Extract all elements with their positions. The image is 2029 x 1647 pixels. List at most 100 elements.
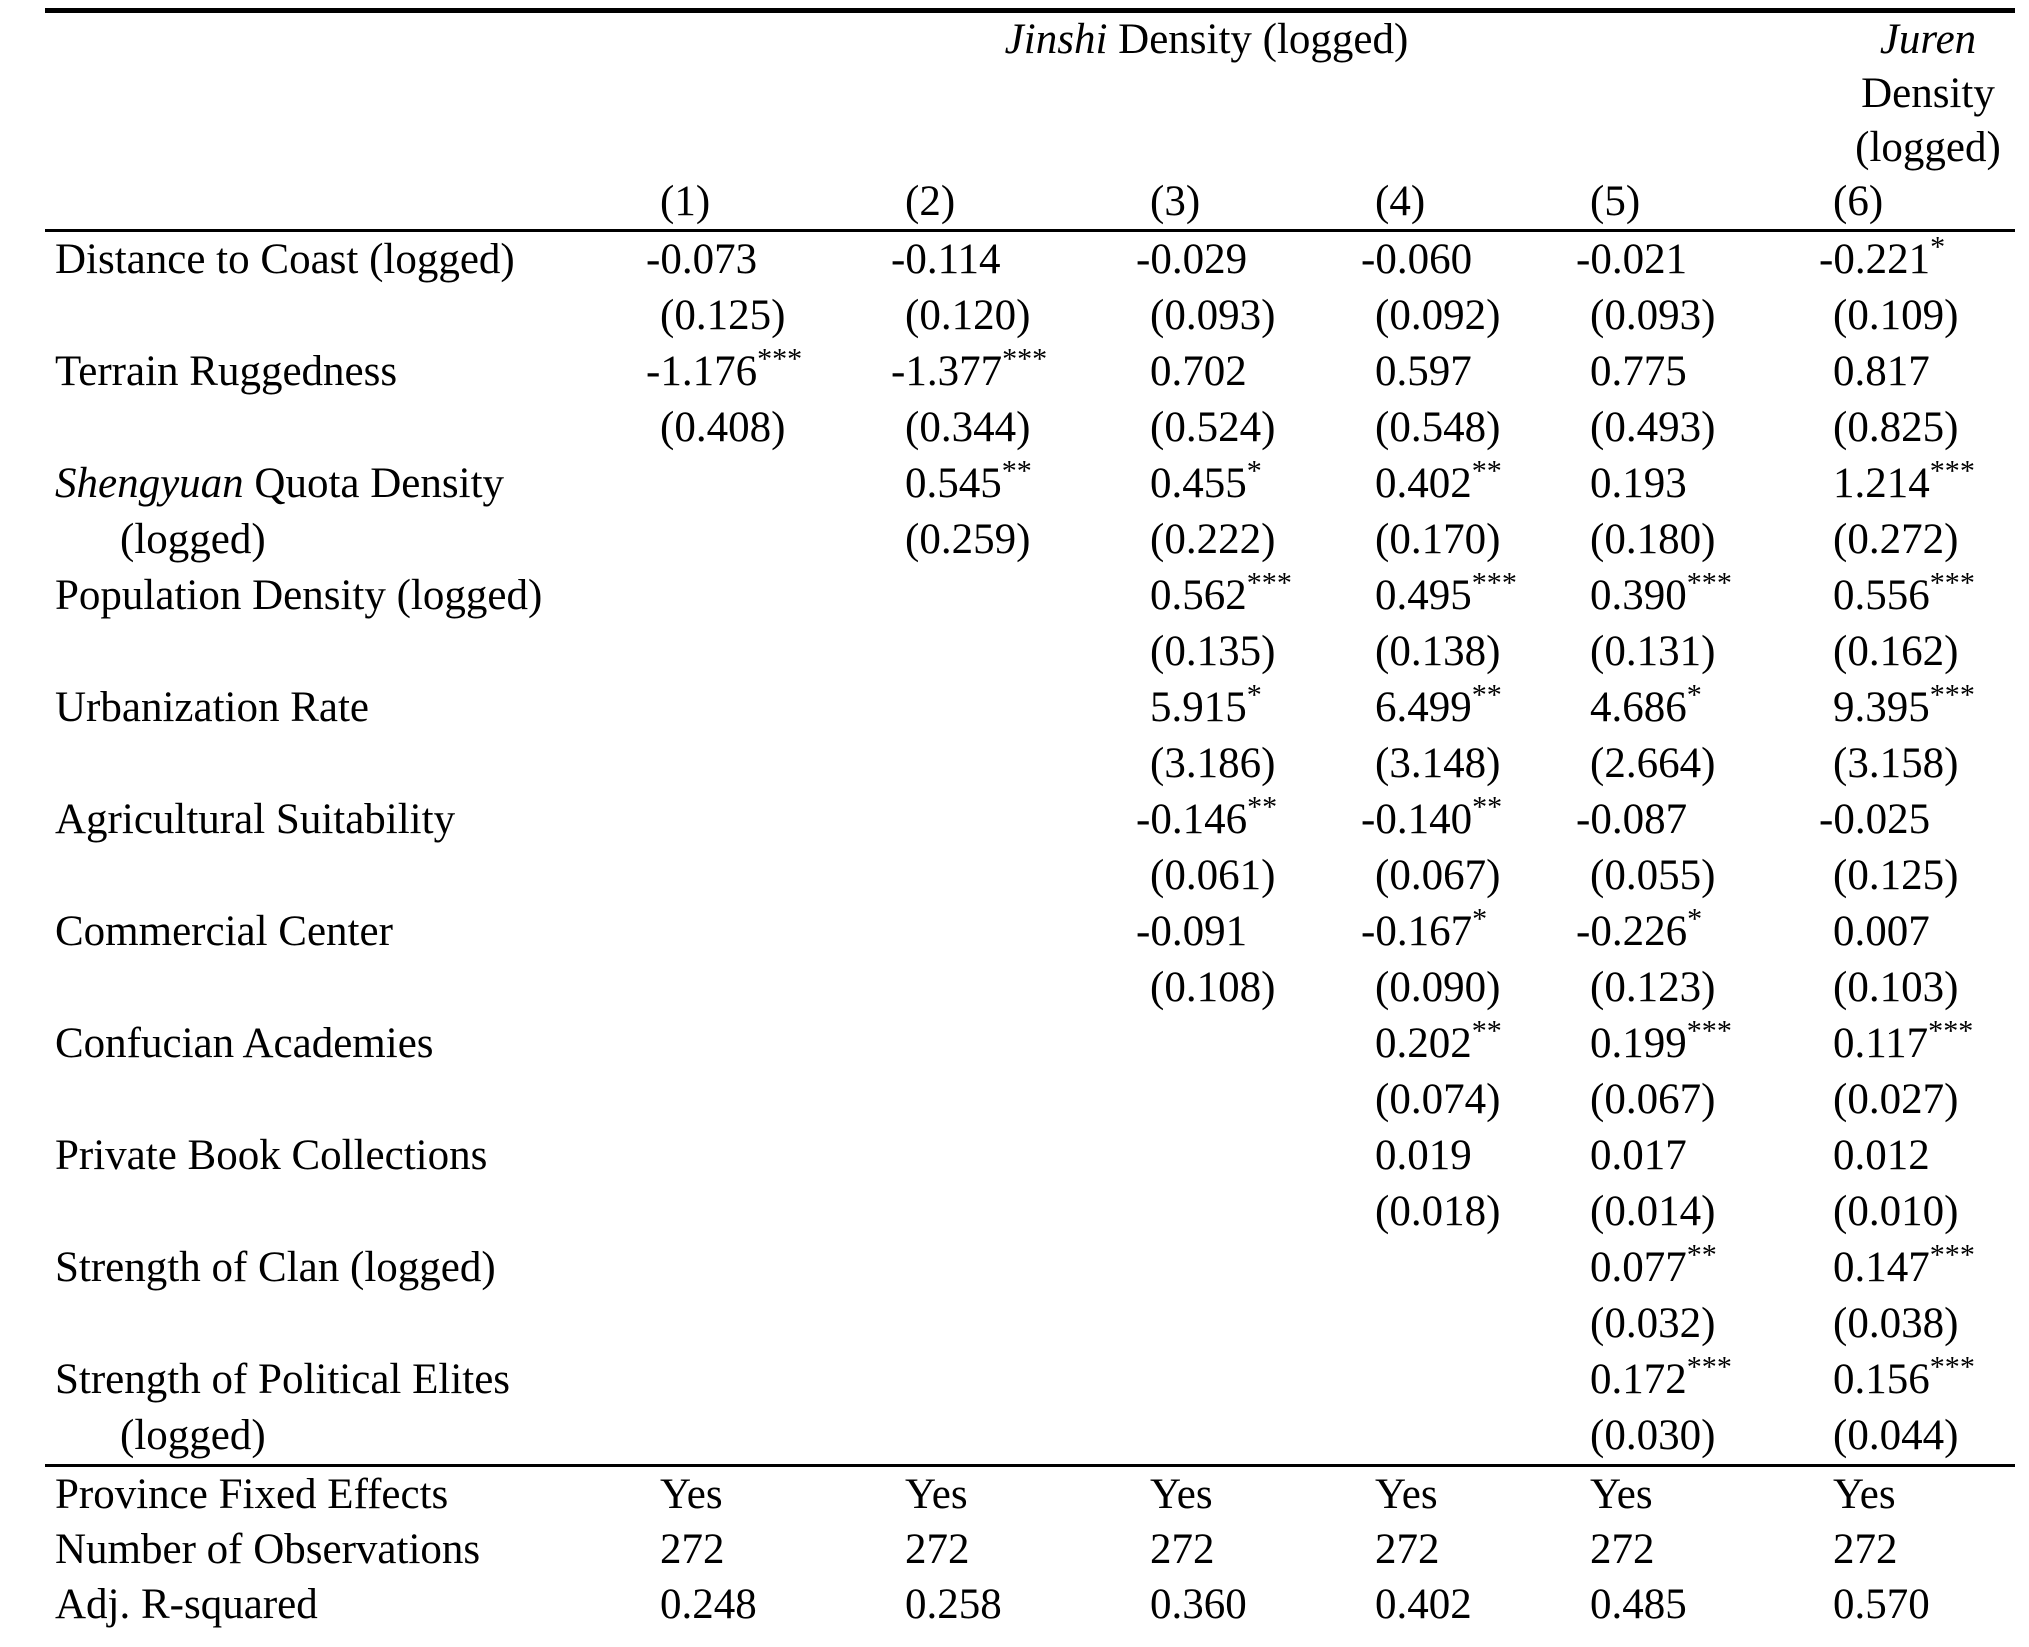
stat-cell: 272 <box>1833 1526 1898 1573</box>
row-label-second-line <box>55 400 660 456</box>
coef-cell <box>660 568 905 624</box>
significance-stars: *** <box>1929 1349 1975 1384</box>
coef-cell: 0.117*** <box>1833 1013 1974 1067</box>
coef-cell: 0.597 <box>1375 348 1472 395</box>
significance-stars: * <box>1246 453 1262 488</box>
significance-stars: * <box>1246 677 1262 712</box>
table-row: Urbanization Rate 5.915* 6.499** 4.686* 9.39… <box>0 677 2029 736</box>
coef-cell: 1.214*** <box>1833 453 1975 507</box>
table-footer: Province Fixed Effects Yes Yes Yes Yes Yes Yes… <box>0 1467 2029 1632</box>
column-number: (2) <box>905 178 956 225</box>
se-cell <box>660 960 905 1016</box>
se-cell: (0.125) <box>1833 852 1959 899</box>
significance-stars: ** <box>1247 789 1278 824</box>
stat-cell: 272 <box>905 1526 970 1573</box>
significance-stars: *** <box>1929 453 1975 488</box>
coef-cell <box>1150 1016 1375 1072</box>
coef-cell: -0.060 <box>1361 236 1473 283</box>
se-cell <box>660 512 905 568</box>
coef-cell: 0.147*** <box>1833 1237 1975 1291</box>
se-cell <box>1375 1408 1590 1464</box>
row-label: Shengyuan Quota Density <box>55 456 660 512</box>
se-cell: (0.222) <box>1150 516 1276 563</box>
table-row: Strength of Political Elites 0.172*** 0.15… <box>0 1349 2029 1408</box>
significance-stars: * <box>1472 901 1488 936</box>
row-label-second-line <box>55 1296 660 1352</box>
coef-cell: 0.199*** <box>1590 1013 1732 1067</box>
se-cell: (0.032) <box>1590 1300 1716 1347</box>
label-text: Private Book Collections <box>55 1132 488 1179</box>
table-row: Shengyuan Quota Density 0.545** 0.455* 0.40… <box>0 453 2029 512</box>
coef-cell: 5.915* <box>1150 677 1262 731</box>
table-row: (0.074) (0.067) (0.027) <box>0 1072 2029 1128</box>
se-cell <box>660 1296 905 1352</box>
stat-cell: 0.485 <box>1590 1581 1687 1628</box>
se-cell: (0.162) <box>1833 628 1959 675</box>
se-cell <box>905 736 1150 792</box>
se-cell: (0.259) <box>905 516 1031 563</box>
se-cell: (0.014) <box>1590 1188 1716 1235</box>
se-cell <box>660 1184 905 1240</box>
stat-cell: 0.258 <box>905 1581 1002 1628</box>
coef-cell: -1.377*** <box>891 341 1048 395</box>
header-rule <box>45 229 2015 232</box>
row-label-second-line: (logged) <box>120 1412 266 1459</box>
coef-cell <box>905 1016 1150 1072</box>
se-cell: (0.170) <box>1375 516 1501 563</box>
coef-cell: 6.499** <box>1375 677 1502 731</box>
se-cell <box>1375 1296 1590 1352</box>
row-label: Private Book Collections <box>55 1128 660 1184</box>
coef-cell <box>1150 1128 1375 1184</box>
row-label: Agricultural Suitability <box>55 792 660 848</box>
coef-cell: 9.395*** <box>1833 677 1975 731</box>
label-text: Density (logged) <box>1107 16 1409 63</box>
row-label: Strength of Political Elites <box>55 1352 660 1408</box>
se-cell: (0.123) <box>1590 964 1716 1011</box>
coef-cell: -0.114 <box>891 236 1001 283</box>
coef-cell: 0.495*** <box>1375 565 1517 619</box>
se-cell <box>905 1072 1150 1128</box>
table-row: (logged) (0.030) (0.044) <box>0 1408 2029 1464</box>
header-line: (logged) <box>1833 121 2023 175</box>
coef-cell: 0.390*** <box>1590 565 1732 619</box>
coef-cell: 0.455* <box>1150 453 1262 507</box>
coef-cell: -1.176*** <box>646 341 803 395</box>
significance-stars: *** <box>1929 677 1975 712</box>
row-label: Population Density (logged) <box>55 568 660 624</box>
column-number: (6) <box>1833 178 1884 225</box>
se-cell <box>1150 1408 1375 1464</box>
column-numbers-row: (1) (2) (3) (4) (5) (6) <box>0 175 2029 229</box>
se-cell: (0.030) <box>1590 1412 1716 1459</box>
header-line: Juren <box>1833 13 2023 67</box>
table-body: Distance to Coast (logged) -0.073 -0.114 -0… <box>0 231 2029 1464</box>
coef-cell: 0.402** <box>1375 453 1502 507</box>
coef-cell <box>660 456 905 512</box>
coef-cell <box>905 1128 1150 1184</box>
se-cell <box>660 624 905 680</box>
table-row: Terrain Ruggedness -1.176*** -1.377*** 0.70… <box>0 341 2029 400</box>
stat-cell: 272 <box>1150 1526 1215 1573</box>
coef-cell: 0.007 <box>1833 908 1930 955</box>
coef-cell: -0.226* <box>1576 901 1703 955</box>
label-text: Density <box>1861 70 1995 117</box>
coef-cell: -0.025 <box>1819 796 1931 843</box>
coef-cell <box>1375 1352 1590 1408</box>
table-row: Distance to Coast (logged) -0.073 -0.114 -0… <box>0 231 2029 288</box>
label-text: Shengyuan <box>55 460 244 507</box>
se-cell: (0.524) <box>1150 404 1276 451</box>
coef-cell: 0.156*** <box>1833 1349 1975 1403</box>
significance-stars: ** <box>1001 453 1032 488</box>
se-cell <box>1150 1072 1375 1128</box>
label-text: Agricultural Suitability <box>55 796 456 843</box>
row-label-second-line <box>55 624 660 680</box>
footer-row: Number of Observations 272 272 272 272 272 272 <box>0 1522 2029 1577</box>
table-row: (0.018) (0.014) (0.010) <box>0 1184 2029 1240</box>
significance-stars: ** <box>1686 1237 1717 1272</box>
coef-cell <box>660 904 905 960</box>
coef-cell <box>905 680 1150 736</box>
se-cell: (0.018) <box>1375 1188 1501 1235</box>
label-text: Distance to Coast (logged) <box>55 236 515 283</box>
footer-row: Province Fixed Effects Yes Yes Yes Yes Yes Yes <box>0 1467 2029 1522</box>
coef-cell: 0.172*** <box>1590 1349 1732 1403</box>
row-label: Strength of Clan (logged) <box>55 1240 660 1296</box>
